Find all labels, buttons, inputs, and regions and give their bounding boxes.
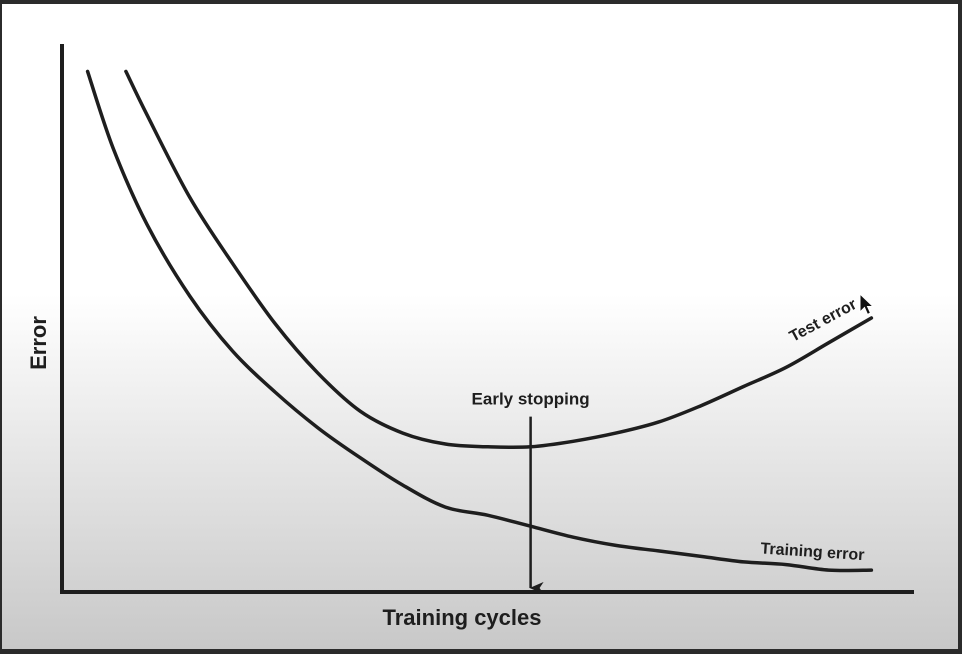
- series-line-training-error: [85, 69, 874, 573]
- plot-background: [2, 4, 958, 649]
- annotation-layer: Early stopping: [472, 390, 590, 594]
- x-axis-label: Training cycles: [383, 605, 542, 630]
- chart-figure: Training error Test error Early stopping …: [2, 4, 958, 649]
- mouse-pointer-icon: [859, 292, 875, 316]
- early-stopping-label: Early stopping: [472, 390, 590, 409]
- y-axis-label: Error: [26, 316, 51, 370]
- series-line-test-error: [124, 69, 874, 450]
- series-label-training-error: Training error: [760, 540, 865, 564]
